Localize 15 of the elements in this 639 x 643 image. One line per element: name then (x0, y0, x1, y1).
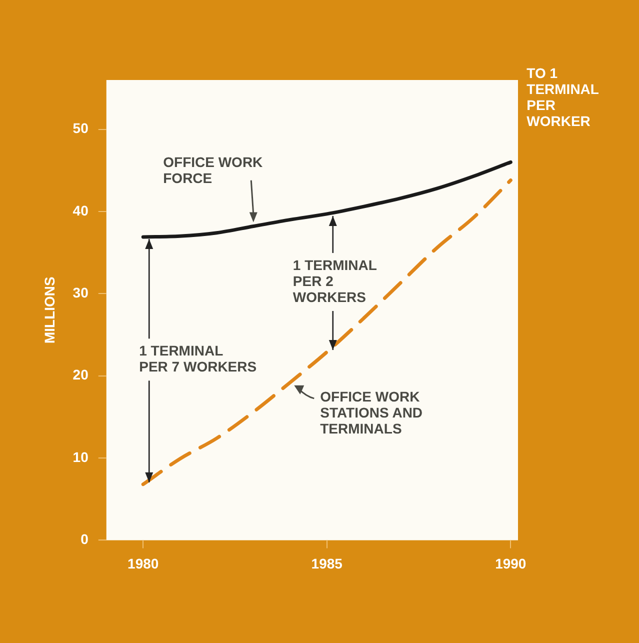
y-tick-label: 10 (72, 448, 89, 465)
series-label: OFFICE WORK STATIONS AND TERMINALS (320, 388, 423, 436)
y-tick-label: 50 (72, 120, 89, 136)
x-tick-label: 1985 (311, 555, 343, 572)
text: OFFICE WORK FORCE (163, 154, 263, 186)
annotation: 1 TERMINAL PER 2 WORKERS (292, 256, 378, 305)
y-axis-title: MILLIONS (41, 276, 58, 344)
y-tick-label: 20 (72, 366, 89, 383)
annotation: 1 TERMINAL PER 7 WORKERS (139, 342, 257, 374)
text: TO 1 TERMINAL PER WORKER (526, 65, 600, 130)
y-tick-label: 30 (72, 284, 89, 301)
x-tick-label: 1990 (495, 555, 526, 572)
y-tick-label: 40 (72, 202, 89, 218)
y-tick-label: 0 (80, 531, 89, 548)
x-tick-label: 1980 (128, 555, 159, 572)
